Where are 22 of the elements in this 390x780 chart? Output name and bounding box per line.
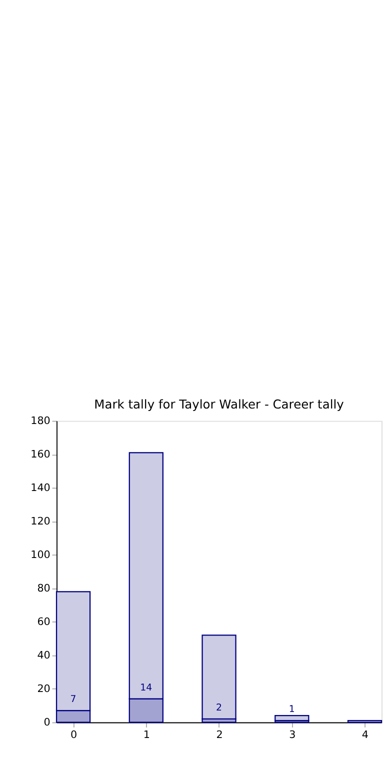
x-tick-label: 2: [216, 728, 223, 741]
y-tick-label: 180: [30, 415, 50, 428]
y-tick-label: 80: [37, 582, 50, 595]
data-label: 2: [216, 702, 222, 714]
y-tick-label: 140: [30, 482, 50, 494]
data-label: 1: [288, 704, 295, 716]
chart-title: Mark tally for Taylor Walker - Career tally: [94, 398, 344, 412]
data-label: 14: [140, 682, 152, 694]
x-tick-label: 3: [289, 728, 296, 741]
y-tick-label: 120: [30, 516, 50, 528]
y-tick-label: 60: [37, 616, 50, 628]
bar: [202, 634, 236, 720]
y-tick-label: 40: [37, 650, 50, 662]
data-label: 7: [70, 694, 76, 706]
x-tick-label: 4: [362, 728, 369, 741]
y-tick-label: 0: [44, 716, 50, 729]
y-tick-label: 100: [30, 549, 50, 562]
y-tick-label: 20: [37, 683, 50, 696]
bar: [274, 715, 310, 722]
x-tick-label: 0: [70, 728, 78, 741]
x-tick-label: 1: [143, 728, 150, 741]
y-tick-label: 160: [30, 448, 50, 461]
